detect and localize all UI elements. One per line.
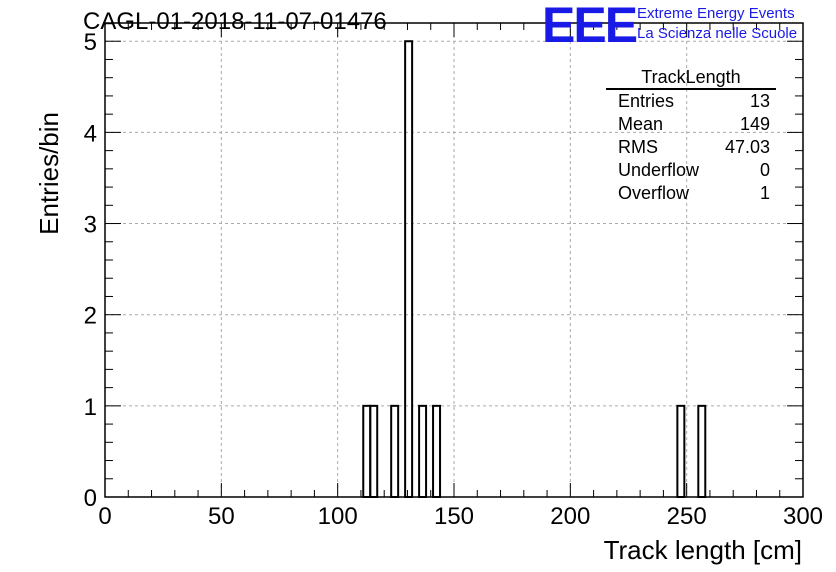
x-tick-label: 300 <box>783 503 823 530</box>
y-tick-label: 4 <box>84 120 97 147</box>
histogram-bin <box>418 404 428 499</box>
logo-caption: Extreme Energy Events La Scienza nelle S… <box>637 4 797 44</box>
stats-label: Mean <box>618 114 664 134</box>
y-tick-label: 3 <box>84 212 97 239</box>
stats-row-rms: RMS 47.03 <box>606 136 776 159</box>
histogram-bin <box>432 404 442 499</box>
stats-value: 13 <box>749 91 770 111</box>
stats-value: 149 <box>739 114 770 134</box>
plot-title: CAGL-01-2018-11-07-01476 <box>83 8 387 35</box>
tick-labels: 0 50 100 150 200 250 300 0 1 2 3 4 5 <box>84 29 823 530</box>
histogram-bin <box>362 404 372 499</box>
y-tick-label: 1 <box>84 394 97 421</box>
y-tick-label: 2 <box>84 303 97 330</box>
x-tick-label: 250 <box>667 503 707 530</box>
stats-label: Overflow <box>618 183 690 203</box>
stats-label: Underflow <box>618 160 700 180</box>
y-tick-label: 5 <box>84 29 97 56</box>
x-tick-label: 50 <box>208 503 235 530</box>
stats-row-underflow: Underflow 0 <box>606 159 776 182</box>
y-tick-label: 0 <box>84 485 97 512</box>
x-tick-label: 200 <box>550 503 590 530</box>
stats-row-entries: Entries 13 <box>606 90 776 113</box>
grid-lines <box>105 23 803 497</box>
x-tick-label: 100 <box>318 503 358 530</box>
x-tick-label: 150 <box>434 503 474 530</box>
y-axis-label: Entries/bin <box>34 112 64 235</box>
logo-line-1: Extreme Energy Events <box>637 5 795 22</box>
stats-value: 47.03 <box>724 137 770 157</box>
stats-label: RMS <box>618 137 658 157</box>
stats-box: TrackLength Entries 13 Mean 149 RMS 47.0… <box>606 66 776 205</box>
x-axis-label: Track length [cm] <box>603 535 802 565</box>
eee-logo: EEE <box>542 0 638 53</box>
logo-line-2: La Scienza nelle Scuole <box>637 25 798 42</box>
stats-title: TrackLength <box>606 66 776 90</box>
histogram-bin <box>390 404 400 499</box>
stats-value: 0 <box>759 160 770 180</box>
x-tick-label: 0 <box>98 503 111 530</box>
histogram-bin <box>697 404 707 499</box>
histogram-bin <box>676 404 686 499</box>
histogram-bin <box>369 404 379 499</box>
stats-row-mean: Mean 149 <box>606 113 776 136</box>
stats-value: 1 <box>759 183 770 203</box>
axes <box>104 22 804 498</box>
stats-label: Entries <box>618 91 675 111</box>
stats-row-overflow: Overflow 1 <box>606 182 776 205</box>
histogram-bin <box>404 40 414 498</box>
